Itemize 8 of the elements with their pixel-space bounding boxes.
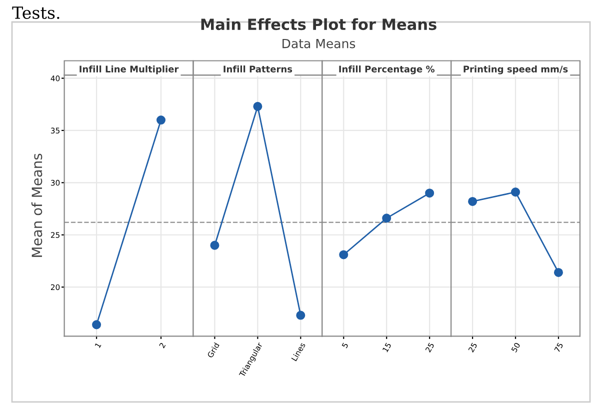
text: Tests.: [12, 6, 60, 19]
chart-title: Infill Percentage %: [339, 65, 435, 74]
chart-title: Printing speed mm/s: [464, 65, 568, 74]
text: Main Effects Plot for Means: [201, 18, 436, 30]
chart-title: Infill Patterns: [224, 65, 292, 72]
y-axis-title: Mean of Means: [31, 154, 42, 257]
chart-title: Infill Line Multiplier: [80, 65, 179, 74]
text: Data Means: [282, 38, 356, 48]
